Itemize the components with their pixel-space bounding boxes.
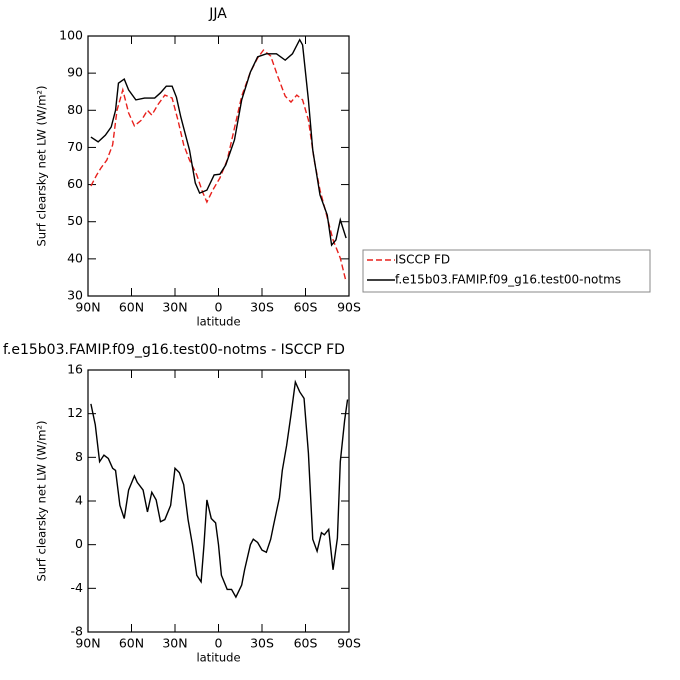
y-tick-label: 16 <box>67 362 83 377</box>
x-axis-label: latitude <box>196 651 240 665</box>
y-tick-label: 100 <box>59 28 83 43</box>
chart-title: JJA <box>208 6 227 22</box>
x-tick-label: 30S <box>250 636 274 651</box>
x-tick-label: 90N <box>75 636 100 651</box>
y-tick-label: 80 <box>67 102 83 117</box>
y-tick-label: 90 <box>67 65 83 80</box>
y-tick-label: 12 <box>67 405 83 420</box>
x-tick-label: 90S <box>337 636 361 651</box>
x-tick-label: 60S <box>294 300 318 315</box>
x-tick-label: 90S <box>337 300 361 315</box>
y-tick-label: -8 <box>71 624 84 639</box>
data-line <box>90 38 347 247</box>
y-tick-label: 4 <box>75 493 83 508</box>
x-tick-label: 0 <box>215 300 223 315</box>
y-axis-label: Surf clearsky net LW (W/m²) <box>35 420 49 581</box>
y-tick-label: 50 <box>67 213 83 228</box>
x-axis-label: latitude <box>196 315 240 329</box>
y-tick-label: 30 <box>67 288 83 303</box>
y-axis-label: Surf clearsky net LW (W/m²) <box>35 85 49 246</box>
y-tick-label: 70 <box>67 139 83 154</box>
legend-label: ISCCP FD <box>395 253 450 267</box>
x-tick-label: 60S <box>294 636 318 651</box>
data-line <box>90 379 349 599</box>
y-tick-label: -4 <box>71 580 84 595</box>
y-tick-label: 8 <box>75 449 83 464</box>
y-tick-label: 40 <box>67 250 83 265</box>
x-tick-label: 0 <box>215 636 223 651</box>
legend-label: f.e15b03.FAMIP.f09_g16.test00-notms <box>395 273 621 287</box>
x-tick-label: 30N <box>162 636 187 651</box>
x-tick-label: 30N <box>162 300 187 315</box>
x-tick-label: 90N <box>75 300 100 315</box>
x-tick-label: 60N <box>119 636 144 651</box>
x-tick-label: 30S <box>250 300 274 315</box>
legend-box <box>362 249 651 293</box>
data-line <box>90 49 347 283</box>
y-tick-label: 0 <box>75 536 83 551</box>
y-tick-label: 60 <box>67 176 83 191</box>
chart-title: f.e15b03.FAMIP.f09_g16.test00-notms - IS… <box>3 342 345 358</box>
x-tick-label: 60N <box>119 300 144 315</box>
plot-frame <box>87 35 350 297</box>
